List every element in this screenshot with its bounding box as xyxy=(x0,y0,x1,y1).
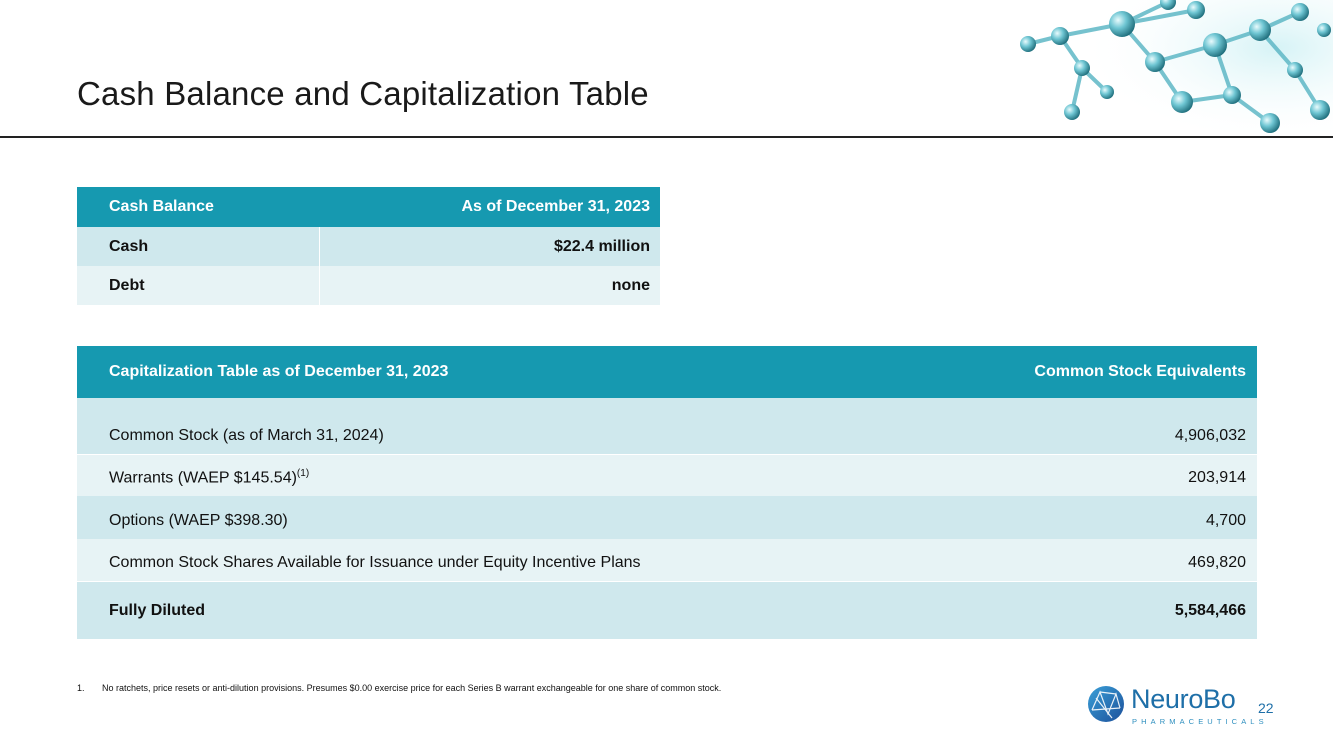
cap-header-label: Capitalization Table as of December 31, … xyxy=(109,363,449,380)
table-row: Options (WAEP $398.30) 4,700 xyxy=(77,496,1257,539)
neurobo-sphere-icon xyxy=(1088,686,1124,722)
total-row: Fully Diluted 5,584,466 xyxy=(77,581,1257,639)
row-value: 469,820 xyxy=(1188,554,1246,571)
row-label: Warrants (WAEP $145.54)(1) xyxy=(109,467,310,486)
capitalization-table: Capitalization Table as of December 31, … xyxy=(77,346,1257,639)
table-row: Common Stock Shares Available for Issuan… xyxy=(77,539,1257,581)
table-row: Warrants (WAEP $145.54)(1) 203,914 xyxy=(77,454,1257,496)
cash-header-date: As of December 31, 2023 xyxy=(461,198,650,215)
cash-row-value: $22.4 million xyxy=(553,237,650,255)
total-label: Fully Diluted xyxy=(109,601,205,619)
cash-header-label: Cash Balance xyxy=(109,198,214,215)
cash-row-cash: Cash $22.4 million xyxy=(77,227,660,266)
row-label: Options (WAEP $398.30) xyxy=(109,512,288,529)
footnote: 1. No ratchets, price resets or anti-dilu… xyxy=(77,683,721,693)
page-number: 22 xyxy=(1258,700,1274,716)
debt-row-label: Debt xyxy=(77,266,320,305)
cash-balance-table: Cash Balance As of December 31, 2023 Cas… xyxy=(77,187,660,305)
row-label: Common Stock Shares Available for Issuan… xyxy=(109,554,641,571)
total-value: 5,584,466 xyxy=(1174,601,1246,619)
molecule-decoration xyxy=(1020,0,1333,137)
row-label: Common Stock (as of March 31, 2024) xyxy=(109,427,384,444)
cash-row-debt: Debt none xyxy=(77,266,660,305)
row-value: 203,914 xyxy=(1188,469,1246,486)
row-value: 4,700 xyxy=(1205,512,1246,529)
footnote-number: 1. xyxy=(77,683,85,693)
cap-table-header: Capitalization Table as of December 31, … xyxy=(77,346,1257,398)
slide-title: Cash Balance and Capitalization Table xyxy=(77,75,649,112)
debt-row-value: none xyxy=(611,276,650,294)
table-row: Common Stock (as of March 31, 2024) 4,90… xyxy=(77,398,1257,454)
logo-wordmark: NeuroBo xyxy=(1131,684,1236,714)
title-divider xyxy=(0,136,1333,138)
cap-header-value: Common Stock Equivalents xyxy=(1034,363,1246,380)
cash-row-label: Cash xyxy=(77,227,320,266)
cash-table-header: Cash Balance As of December 31, 2023 xyxy=(77,187,660,227)
footnote-marker: (1) xyxy=(296,467,310,479)
footnote-text: No ratchets, price resets or anti-diluti… xyxy=(102,683,722,693)
row-value: 4,906,032 xyxy=(1174,427,1246,444)
logo-subtitle: PHARMACEUTICALS xyxy=(1132,717,1268,726)
